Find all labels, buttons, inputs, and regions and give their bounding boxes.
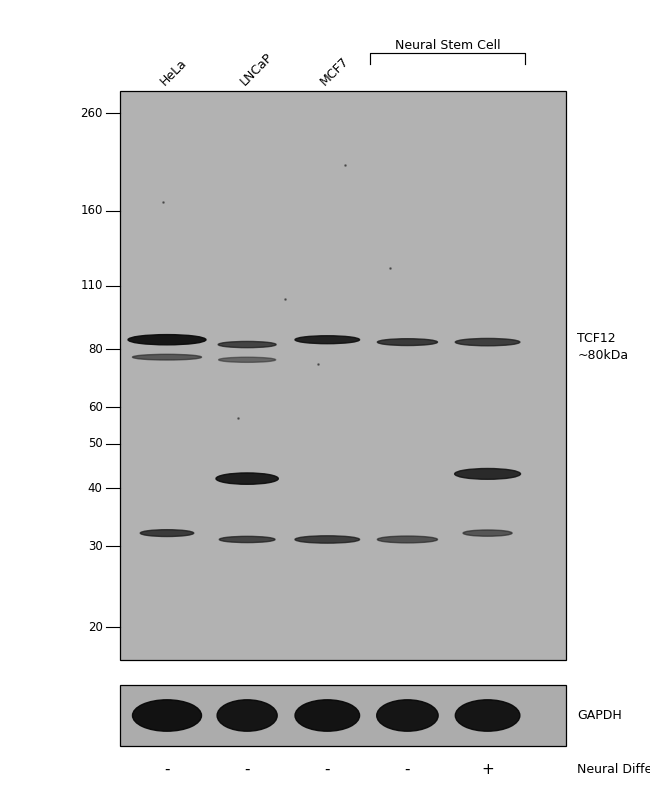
Text: LNCaP: LNCaP	[238, 51, 276, 88]
Ellipse shape	[295, 536, 359, 543]
Text: 30: 30	[88, 540, 103, 553]
Text: MCF7: MCF7	[318, 55, 352, 88]
Text: -: -	[405, 762, 410, 777]
Text: HeLa: HeLa	[158, 56, 190, 88]
Text: 60: 60	[88, 401, 103, 413]
Text: 20: 20	[88, 621, 103, 634]
Ellipse shape	[295, 335, 359, 343]
Ellipse shape	[128, 335, 206, 345]
Text: 80: 80	[88, 343, 103, 356]
Text: -: -	[244, 762, 250, 777]
Text: -: -	[324, 762, 330, 777]
Ellipse shape	[218, 341, 276, 347]
Ellipse shape	[140, 529, 194, 537]
Ellipse shape	[378, 339, 437, 346]
Ellipse shape	[295, 700, 359, 731]
Text: -: -	[164, 762, 170, 777]
FancyBboxPatch shape	[120, 685, 566, 746]
Text: Neural Differentiation: Neural Differentiation	[577, 763, 650, 776]
Ellipse shape	[133, 355, 202, 360]
Text: 110: 110	[81, 279, 103, 293]
Ellipse shape	[219, 537, 275, 543]
Text: 260: 260	[81, 107, 103, 120]
Text: +: +	[481, 762, 494, 777]
Ellipse shape	[218, 357, 276, 363]
Text: 160: 160	[81, 204, 103, 217]
Ellipse shape	[133, 700, 202, 731]
Text: Neural Stem Cell: Neural Stem Cell	[395, 39, 500, 52]
FancyBboxPatch shape	[120, 91, 566, 660]
Ellipse shape	[217, 700, 277, 731]
Ellipse shape	[463, 530, 512, 537]
Text: TCF12
~80kDa: TCF12 ~80kDa	[577, 332, 629, 362]
Text: 40: 40	[88, 482, 103, 495]
Text: 50: 50	[88, 437, 103, 450]
Ellipse shape	[455, 339, 520, 346]
Ellipse shape	[454, 468, 521, 479]
Ellipse shape	[378, 536, 437, 543]
Ellipse shape	[216, 473, 278, 484]
Ellipse shape	[455, 700, 520, 731]
Ellipse shape	[377, 700, 438, 731]
Text: GAPDH: GAPDH	[577, 709, 622, 722]
